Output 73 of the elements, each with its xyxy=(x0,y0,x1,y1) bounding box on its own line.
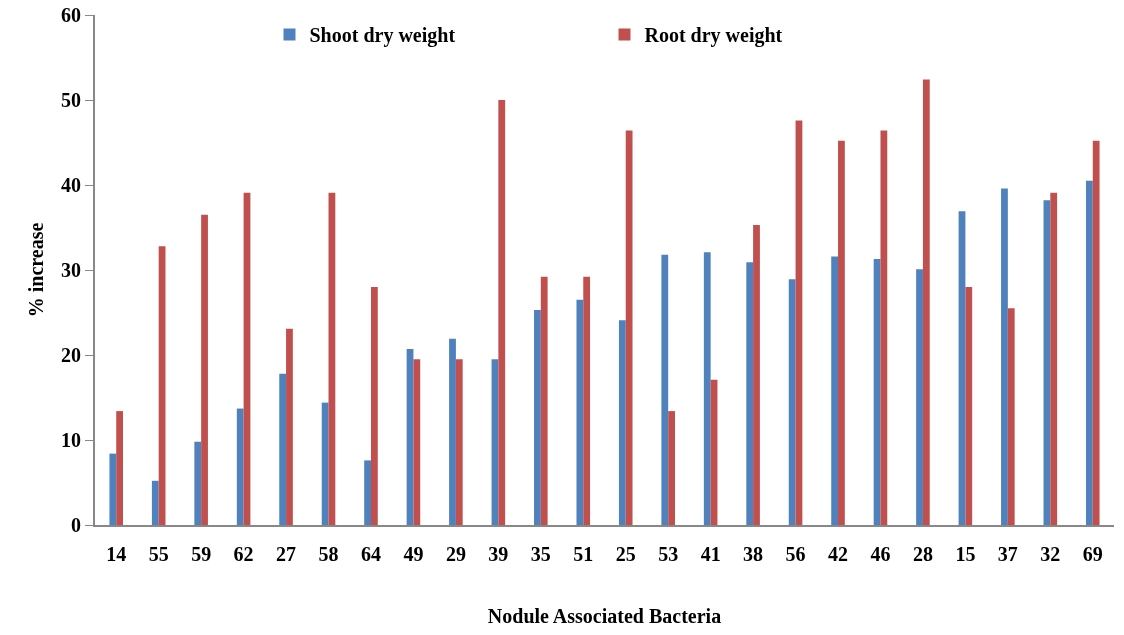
bar xyxy=(540,276,548,525)
bar xyxy=(661,254,669,525)
x-tick-label: 62 xyxy=(233,543,254,565)
x-tick-label: 42 xyxy=(828,543,849,565)
bar xyxy=(321,402,329,525)
bar xyxy=(449,338,456,525)
bar xyxy=(922,79,930,525)
bar xyxy=(194,441,202,525)
legend-label: Root dry weight xyxy=(644,24,783,48)
y-tick-label: 0 xyxy=(71,514,81,536)
bar xyxy=(498,100,506,525)
bar xyxy=(1007,308,1015,525)
bar xyxy=(831,256,839,525)
x-tick-label: 58 xyxy=(318,543,339,565)
bar xyxy=(534,309,541,525)
x-tick-label: 46 xyxy=(870,543,891,565)
bar xyxy=(576,299,584,525)
bar xyxy=(838,140,845,525)
bar xyxy=(364,460,371,525)
bar xyxy=(1001,188,1008,525)
x-tick-label: 35 xyxy=(530,543,551,565)
bar xyxy=(1092,140,1100,525)
x-tick-label: 37 xyxy=(997,543,1018,565)
bar xyxy=(703,252,711,525)
x-tick-label: 56 xyxy=(785,543,806,565)
x-tick-label: 55 xyxy=(148,543,169,565)
x-tick-label: 32 xyxy=(1040,543,1061,565)
y-tick-label: 20 xyxy=(61,344,81,366)
x-tick-label: 38 xyxy=(743,543,764,565)
bar xyxy=(413,359,421,525)
x-tick-label: 15 xyxy=(955,543,976,565)
y-tick-label: 10 xyxy=(61,429,81,451)
legend-label: Shoot dry weight xyxy=(309,24,456,48)
bar xyxy=(116,411,124,525)
bar xyxy=(286,328,293,525)
x-tick-label: 59 xyxy=(191,543,212,565)
x-tick-label: 28 xyxy=(912,543,933,565)
bar xyxy=(279,373,287,525)
bar xyxy=(916,269,923,525)
bar xyxy=(109,453,117,525)
x-tick-label: 27 xyxy=(276,543,297,565)
x-tick-label: 49 xyxy=(403,543,424,565)
bar xyxy=(965,287,973,525)
bar xyxy=(880,130,888,525)
x-tick-label: 64 xyxy=(360,543,381,565)
y-axis-title: % increase xyxy=(25,222,47,318)
bar xyxy=(151,480,159,525)
bar xyxy=(583,276,591,525)
x-tick-label: 14 xyxy=(106,543,127,565)
x-tick-label: 39 xyxy=(488,543,509,565)
bar xyxy=(753,224,760,525)
x-tick-label: 25 xyxy=(615,543,636,565)
bar xyxy=(625,130,633,525)
y-tick-label: 30 xyxy=(61,259,81,281)
bar xyxy=(455,359,463,525)
x-tick-label: 69 xyxy=(1082,543,1103,565)
bar xyxy=(618,320,626,525)
y-tick-label: 40 xyxy=(61,174,81,196)
bar xyxy=(1085,180,1093,525)
y-tick-label: 50 xyxy=(61,89,81,111)
bar xyxy=(1050,192,1058,525)
bar xyxy=(370,287,378,525)
bar xyxy=(746,262,754,525)
bar xyxy=(788,279,796,525)
x-axis-title: Nodule Associated Bacteria xyxy=(487,605,722,627)
bar xyxy=(201,214,208,525)
x-tick-label: 41 xyxy=(700,543,721,565)
x-tick-label: 29 xyxy=(445,543,466,565)
bar xyxy=(668,411,675,525)
x-tick-label: 51 xyxy=(573,543,594,565)
bar xyxy=(236,408,244,525)
x-tick-label: 53 xyxy=(658,543,679,565)
y-tick-label: 60 xyxy=(61,4,81,26)
